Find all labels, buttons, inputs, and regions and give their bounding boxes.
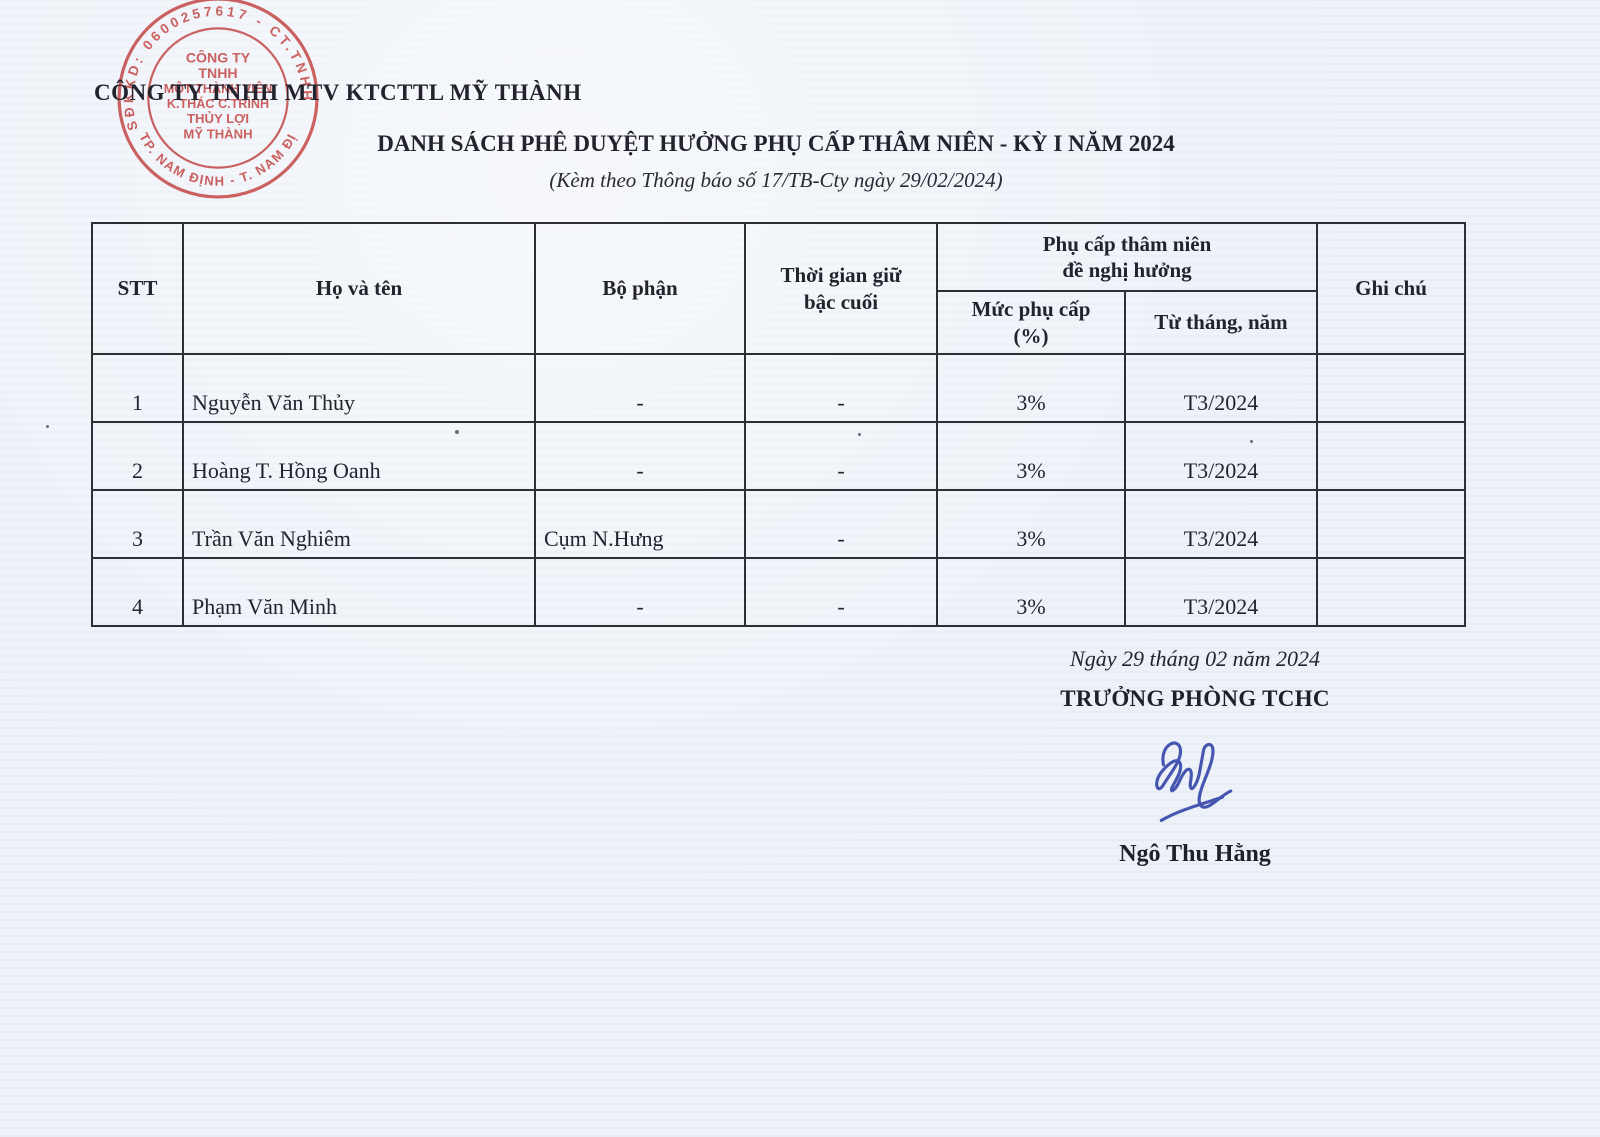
cell-note (1316, 489, 1466, 559)
signer-name: Ngô Thu Hằng (1119, 841, 1271, 867)
stamp-center-line-2: TNHH (198, 65, 237, 81)
date-line: Ngày 29 tháng 02 năm 2024 (1070, 646, 1320, 671)
cell-from-month: T3/2024 (1124, 421, 1318, 491)
cell-from-month: T3/2024 (1124, 557, 1318, 627)
cell-rate: 3% (936, 557, 1126, 627)
scan-speck (455, 430, 459, 434)
header-row-2: Mức phụ cấp (%) Từ tháng, năm (92, 290, 1465, 355)
cell-department: - (534, 557, 746, 627)
cell-rate: 3% (936, 489, 1126, 559)
cell-stt: 4 (91, 557, 184, 627)
scan-speck (1250, 440, 1253, 443)
cell-from-month: T3/2024 (1124, 353, 1318, 423)
stamp-center-line-6: MỸ THÀNH (183, 126, 252, 141)
stamp-center-line-5: THỦY LỢI (187, 111, 249, 126)
header-allowance-line1: Phụ cấp thâm niên (1042, 231, 1212, 256)
header-duration-line1: Thời gian giữ (780, 263, 902, 288)
cell-name: Hoàng T. Hồng Oanh (182, 421, 536, 491)
cell-duration: - (744, 489, 938, 559)
stamp-outer-ring (117, 0, 319, 199)
cell-rate: 3% (936, 353, 1126, 423)
cell-department: Cụm N.Hưng (534, 489, 746, 559)
approval-list-table: STT Họ và tên Bộ phận Thời gian giữ bậc … (91, 222, 1466, 627)
scan-speck (858, 433, 861, 436)
stamp-center-line-4: K.THÁC C.TRÌNH (167, 96, 269, 111)
cell-note (1316, 557, 1466, 627)
stamp-center-line-1: CÔNG TY (186, 49, 251, 66)
header-rate: Mức phụ cấp (%) (936, 290, 1126, 355)
handwritten-signature (1155, 741, 1233, 822)
cell-stt: 2 (91, 421, 184, 491)
cell-stt: 3 (91, 489, 184, 559)
company-seal-stamp: SĐKKD: 0600257617 - CT.TNHH TP. NAM ĐỊNH… (112, 0, 319, 199)
header-duration-line2: bậc cuối (803, 289, 879, 314)
company-name: CÔNG TY TNHH MTV KTCTTL MỸ THÀNH (94, 80, 582, 105)
cell-department: - (534, 353, 746, 423)
cell-rate: 3% (936, 421, 1126, 491)
cell-note (1316, 353, 1466, 423)
cell-name: Trần Văn Nghiêm (182, 489, 536, 559)
document-subtitle: (Kèm theo Thông báo số 17/TB-Cty ngày 29… (549, 168, 1003, 192)
table-row: 1 Nguyễn Văn Thủy - - 3% T3/2024 (91, 353, 1466, 423)
table-row: 3 Trần Văn Nghiêm Cụm N.Hưng - 3% T3/202… (91, 489, 1466, 559)
header-from-month: Từ tháng, năm (1124, 290, 1318, 355)
cell-duration: - (744, 353, 938, 423)
cell-department: - (534, 421, 746, 491)
signature-block: Ngày 29 tháng 02 năm 2024 TRƯỞNG PHÒNG T… (1015, 646, 1375, 868)
header-rate-line1: Mức phụ cấp (971, 297, 1091, 322)
cell-name: Phạm Văn Minh (182, 557, 536, 627)
cell-from-month: T3/2024 (1124, 489, 1318, 559)
scan-speck (46, 425, 49, 428)
signer-role: TRƯỞNG PHÒNG TCHC (1060, 686, 1330, 711)
header-allowance-group: Phụ cấp thâm niên đề nghị hưởng (936, 222, 1318, 292)
header-department: Bộ phận (534, 222, 746, 355)
table-row: 2 Hoàng T. Hồng Oanh - - 3% T3/2024 (91, 421, 1466, 491)
header-stt: STT (91, 222, 184, 355)
signature-underline (1159, 795, 1224, 822)
table-row: 4 Phạm Văn Minh - - 3% T3/2024 (91, 557, 1466, 627)
cell-stt: 1 (91, 353, 184, 423)
stamp-center-line-3: MỘT THÀNH VIÊN (164, 81, 273, 96)
header-note: Ghi chú (1316, 222, 1466, 355)
document-title: DANH SÁCH PHÊ DUYỆT HƯỞNG PHỤ CẤP THÂM N… (377, 131, 1175, 156)
cell-duration: - (744, 421, 938, 491)
cell-name: Nguyễn Văn Thủy (182, 353, 536, 423)
header-allowance-line2: đề nghị hưởng (1062, 258, 1192, 282)
header-name: Họ và tên (182, 222, 536, 355)
cell-duration: - (744, 557, 938, 627)
cell-note (1316, 421, 1466, 491)
stamp-inner-ring (147, 27, 289, 169)
header-row-1: STT Họ và tên Bộ phận Thời gian giữ bậc … (91, 222, 1466, 355)
signature-stroke (1155, 741, 1233, 809)
header-duration: Thời gian giữ bậc cuối (744, 222, 938, 355)
header-rate-line2: (%) (1013, 323, 1049, 348)
